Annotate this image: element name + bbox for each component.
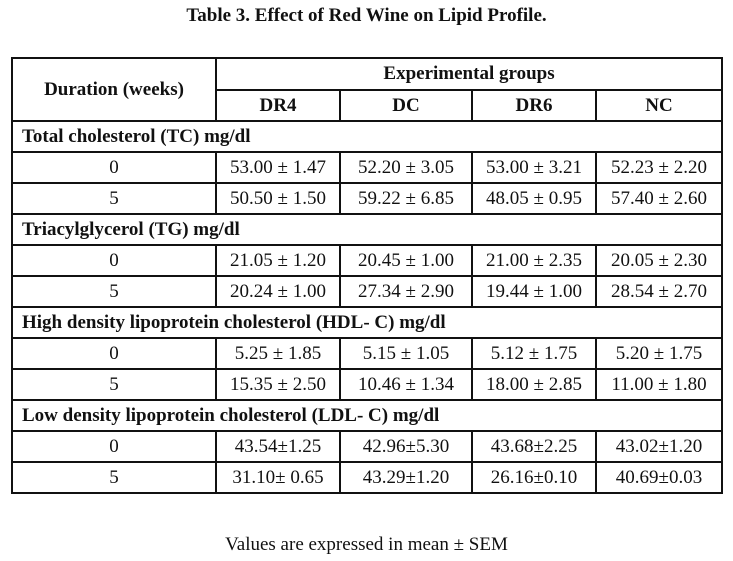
- value-cell-dc: 52.20 ± 3.05: [339, 151, 473, 184]
- column-header-dc: DC: [339, 89, 473, 122]
- experimental-groups-header: Experimental groups: [215, 57, 723, 91]
- table-row: 5 20.24 ± 1.00 27.34 ± 2.90 19.44 ± 1.00…: [11, 275, 723, 308]
- value-cell-dr4: 20.24 ± 1.00: [215, 275, 341, 308]
- section-label: High density lipoprotein cholesterol (HD…: [11, 306, 723, 339]
- value-cell-nc: 43.02±1.20: [595, 430, 723, 463]
- value-cell-dr6: 53.00 ± 3.21: [471, 151, 597, 184]
- column-header-nc: NC: [595, 89, 723, 122]
- duration-cell: 5: [11, 461, 217, 494]
- table-row: 0 53.00 ± 1.47 52.20 ± 3.05 53.00 ± 3.21…: [11, 151, 723, 184]
- duration-cell: 0: [11, 337, 217, 370]
- value-cell-dr6: 18.00 ± 2.85: [471, 368, 597, 401]
- value-cell-dc: 42.96±5.30: [339, 430, 473, 463]
- value-cell-nc: 11.00 ± 1.80: [595, 368, 723, 401]
- value-cell-nc: 28.54 ± 2.70: [595, 275, 723, 308]
- value-cell-dr4: 5.25 ± 1.85: [215, 337, 341, 370]
- value-cell-nc: 52.23 ± 2.20: [595, 151, 723, 184]
- value-cell-dc: 27.34 ± 2.90: [339, 275, 473, 308]
- value-cell-dc: 10.46 ± 1.34: [339, 368, 473, 401]
- value-cell-dr6: 21.00 ± 2.35: [471, 244, 597, 277]
- value-cell-dr6: 26.16±0.10: [471, 461, 597, 494]
- duration-header: Duration (weeks): [11, 57, 217, 122]
- table-row: 0 21.05 ± 1.20 20.45 ± 1.00 21.00 ± 2.35…: [11, 244, 723, 277]
- value-cell-nc: 5.20 ± 1.75: [595, 337, 723, 370]
- section-row-ldl-cholesterol: Low density lipoprotein cholesterol (LDL…: [11, 399, 723, 432]
- section-label: Low density lipoprotein cholesterol (LDL…: [11, 399, 723, 432]
- lipid-profile-table: Duration (weeks) Experimental groups DR4…: [11, 57, 723, 494]
- value-cell-dr4: 21.05 ± 1.20: [215, 244, 341, 277]
- table-footnote: Values are expressed in mean ± SEM: [225, 534, 508, 555]
- section-row-total-cholesterol: Total cholesterol (TC) mg/dl: [11, 120, 723, 153]
- table-row: 0 43.54±1.25 42.96±5.30 43.68±2.25 43.02…: [11, 430, 723, 463]
- table-row: 5 50.50 ± 1.50 59.22 ± 6.85 48.05 ± 0.95…: [11, 182, 723, 215]
- value-cell-dr6: 48.05 ± 0.95: [471, 182, 597, 215]
- value-cell-dr6: 5.12 ± 1.75: [471, 337, 597, 370]
- value-cell-nc: 57.40 ± 2.60: [595, 182, 723, 215]
- value-cell-dr6: 43.68±2.25: [471, 430, 597, 463]
- duration-cell: 5: [11, 368, 217, 401]
- table-title: Table 3. Effect of Red Wine on Lipid Pro…: [186, 5, 547, 26]
- section-row-triacylglycerol: Triacylglycerol (TG) mg/dl: [11, 213, 723, 246]
- column-header-dr6: DR6: [471, 89, 597, 122]
- section-label: Triacylglycerol (TG) mg/dl: [11, 213, 723, 246]
- table-row: 5 31.10± 0.65 43.29±1.20 26.16±0.10 40.6…: [11, 461, 723, 494]
- column-header-dr4: DR4: [215, 89, 341, 122]
- value-cell-dr4: 43.54±1.25: [215, 430, 341, 463]
- value-cell-nc: 40.69±0.03: [595, 461, 723, 494]
- duration-cell: 0: [11, 151, 217, 184]
- duration-cell: 0: [11, 430, 217, 463]
- value-cell-dc: 59.22 ± 6.85: [339, 182, 473, 215]
- duration-cell: 5: [11, 182, 217, 215]
- table-row: 0 5.25 ± 1.85 5.15 ± 1.05 5.12 ± 1.75 5.…: [11, 337, 723, 370]
- table-row: 5 15.35 ± 2.50 10.46 ± 1.34 18.00 ± 2.85…: [11, 368, 723, 401]
- section-label: Total cholesterol (TC) mg/dl: [11, 120, 723, 153]
- value-cell-dr4: 50.50 ± 1.50: [215, 182, 341, 215]
- value-cell-dr4: 31.10± 0.65: [215, 461, 341, 494]
- value-cell-dr4: 53.00 ± 1.47: [215, 151, 341, 184]
- duration-cell: 0: [11, 244, 217, 277]
- value-cell-dc: 5.15 ± 1.05: [339, 337, 473, 370]
- duration-cell: 5: [11, 275, 217, 308]
- value-cell-nc: 20.05 ± 2.30: [595, 244, 723, 277]
- value-cell-dc: 43.29±1.20: [339, 461, 473, 494]
- value-cell-dc: 20.45 ± 1.00: [339, 244, 473, 277]
- value-cell-dr6: 19.44 ± 1.00: [471, 275, 597, 308]
- value-cell-dr4: 15.35 ± 2.50: [215, 368, 341, 401]
- section-row-hdl-cholesterol: High density lipoprotein cholesterol (HD…: [11, 306, 723, 339]
